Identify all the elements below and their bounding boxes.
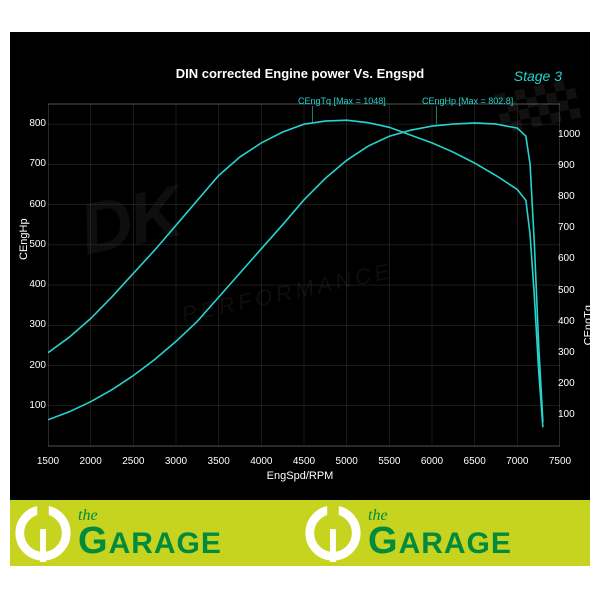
chart-title: DIN corrected Engine power Vs. Engspd	[0, 66, 600, 81]
y-tick-right: 800	[558, 191, 588, 202]
y-tick-left: 500	[20, 239, 46, 250]
x-tick: 1500	[28, 456, 68, 467]
y-tick-right: 100	[558, 409, 588, 420]
stage-label: Stage 3	[514, 68, 562, 84]
x-tick: 4500	[284, 456, 324, 467]
wrench-icon	[14, 504, 72, 562]
y-tick-left: 100	[20, 400, 46, 411]
wrench-icon	[304, 504, 362, 562]
x-axis-label: EngSpd/RPM	[0, 470, 600, 482]
x-tick: 3500	[199, 456, 239, 467]
x-tick: 2000	[71, 456, 111, 467]
y-tick-right: 1000	[558, 129, 588, 140]
image-canvas: DK PERFORMANCE DIN corrected Engine powe…	[0, 0, 600, 600]
y-tick-right: 500	[558, 285, 588, 296]
x-tick: 5000	[327, 456, 367, 467]
footer-logo-right: the GARAGE	[300, 500, 590, 566]
x-tick: 5500	[369, 456, 409, 467]
y-tick-right: 300	[558, 347, 588, 358]
x-tick: 7000	[497, 456, 537, 467]
y-tick-left: 300	[20, 319, 46, 330]
chart-svg	[48, 90, 560, 460]
y-tick-left: 800	[20, 118, 46, 129]
footer-banner: the GARAGE the GARAGE	[10, 500, 590, 566]
x-tick: 2500	[113, 456, 153, 467]
y-tick-right: 900	[558, 160, 588, 171]
footer-logo-left: the GARAGE	[10, 500, 300, 566]
y-tick-right: 200	[558, 378, 588, 389]
x-tick: 7500	[540, 456, 580, 467]
x-tick: 6000	[412, 456, 452, 467]
y-tick-left: 200	[20, 360, 46, 371]
x-tick: 3000	[156, 456, 196, 467]
plot-area	[48, 90, 560, 460]
series-hp-label: CEngHp [Max = 802.8]	[422, 96, 513, 106]
footer-garage: GARAGE	[368, 524, 512, 558]
y-tick-left: 400	[20, 279, 46, 290]
y-tick-left: 700	[20, 158, 46, 169]
y-tick-right: 400	[558, 316, 588, 327]
x-tick: 4000	[241, 456, 281, 467]
series-tq-label: CEngTq [Max = 1048]	[298, 96, 386, 106]
y-tick-right: 600	[558, 253, 588, 264]
x-tick: 6500	[455, 456, 495, 467]
y-tick-right: 700	[558, 222, 588, 233]
footer-garage: GARAGE	[78, 524, 222, 558]
y-tick-left: 600	[20, 199, 46, 210]
